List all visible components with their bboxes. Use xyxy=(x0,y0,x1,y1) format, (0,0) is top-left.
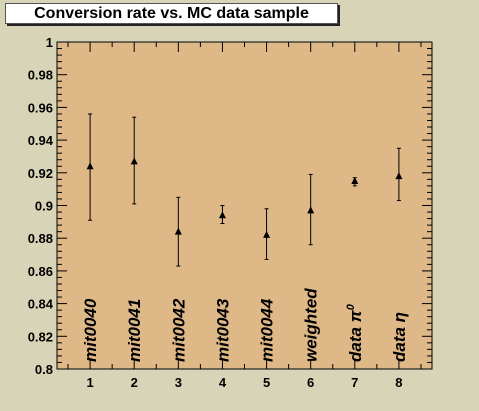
y-tick-label: 0.8 xyxy=(35,362,53,377)
y-tick-label: 1 xyxy=(46,35,53,50)
y-tick-label: 0.9 xyxy=(35,199,53,214)
category-label: mit0044 xyxy=(258,298,277,362)
x-tick-label: 7 xyxy=(351,375,358,390)
category-label-superscript: 0 xyxy=(345,303,357,310)
category-label: weighted xyxy=(302,288,321,362)
y-tick-label: 0.88 xyxy=(28,231,53,246)
y-tick-label: 0.94 xyxy=(28,133,54,148)
data-point xyxy=(263,230,271,238)
y-tick-label: 0.82 xyxy=(28,329,53,344)
x-tick-label: 8 xyxy=(395,375,402,390)
x-tick-label: 5 xyxy=(263,375,270,390)
data-point xyxy=(395,172,403,180)
data-point xyxy=(130,157,138,165)
x-tick-label: 2 xyxy=(131,375,138,390)
category-label: data η xyxy=(390,312,409,362)
x-tick-label: 1 xyxy=(86,375,93,390)
data-point xyxy=(351,176,359,184)
data-point xyxy=(86,162,94,170)
category-label: mit0042 xyxy=(169,298,188,362)
chart-title: Conversion rate vs. MC data sample xyxy=(5,3,338,24)
x-tick-label: 6 xyxy=(307,375,314,390)
y-tick-label: 0.92 xyxy=(28,166,53,181)
plot-frame xyxy=(56,41,433,370)
category-label: mit0041 xyxy=(125,299,144,362)
y-tick-label: 0.96 xyxy=(28,100,53,115)
category-label: mit0040 xyxy=(81,298,100,362)
x-tick-label: 4 xyxy=(219,375,227,390)
data-point xyxy=(307,206,315,214)
x-tick-label: 3 xyxy=(175,375,182,390)
y-tick-label: 0.86 xyxy=(28,264,53,279)
data-point xyxy=(218,211,226,219)
y-tick-label: 0.98 xyxy=(28,68,53,83)
data-point xyxy=(174,227,182,235)
y-tick-label: 0.84 xyxy=(28,297,54,312)
category-label: mit0043 xyxy=(213,298,232,362)
category-label: data π0 xyxy=(345,303,365,362)
